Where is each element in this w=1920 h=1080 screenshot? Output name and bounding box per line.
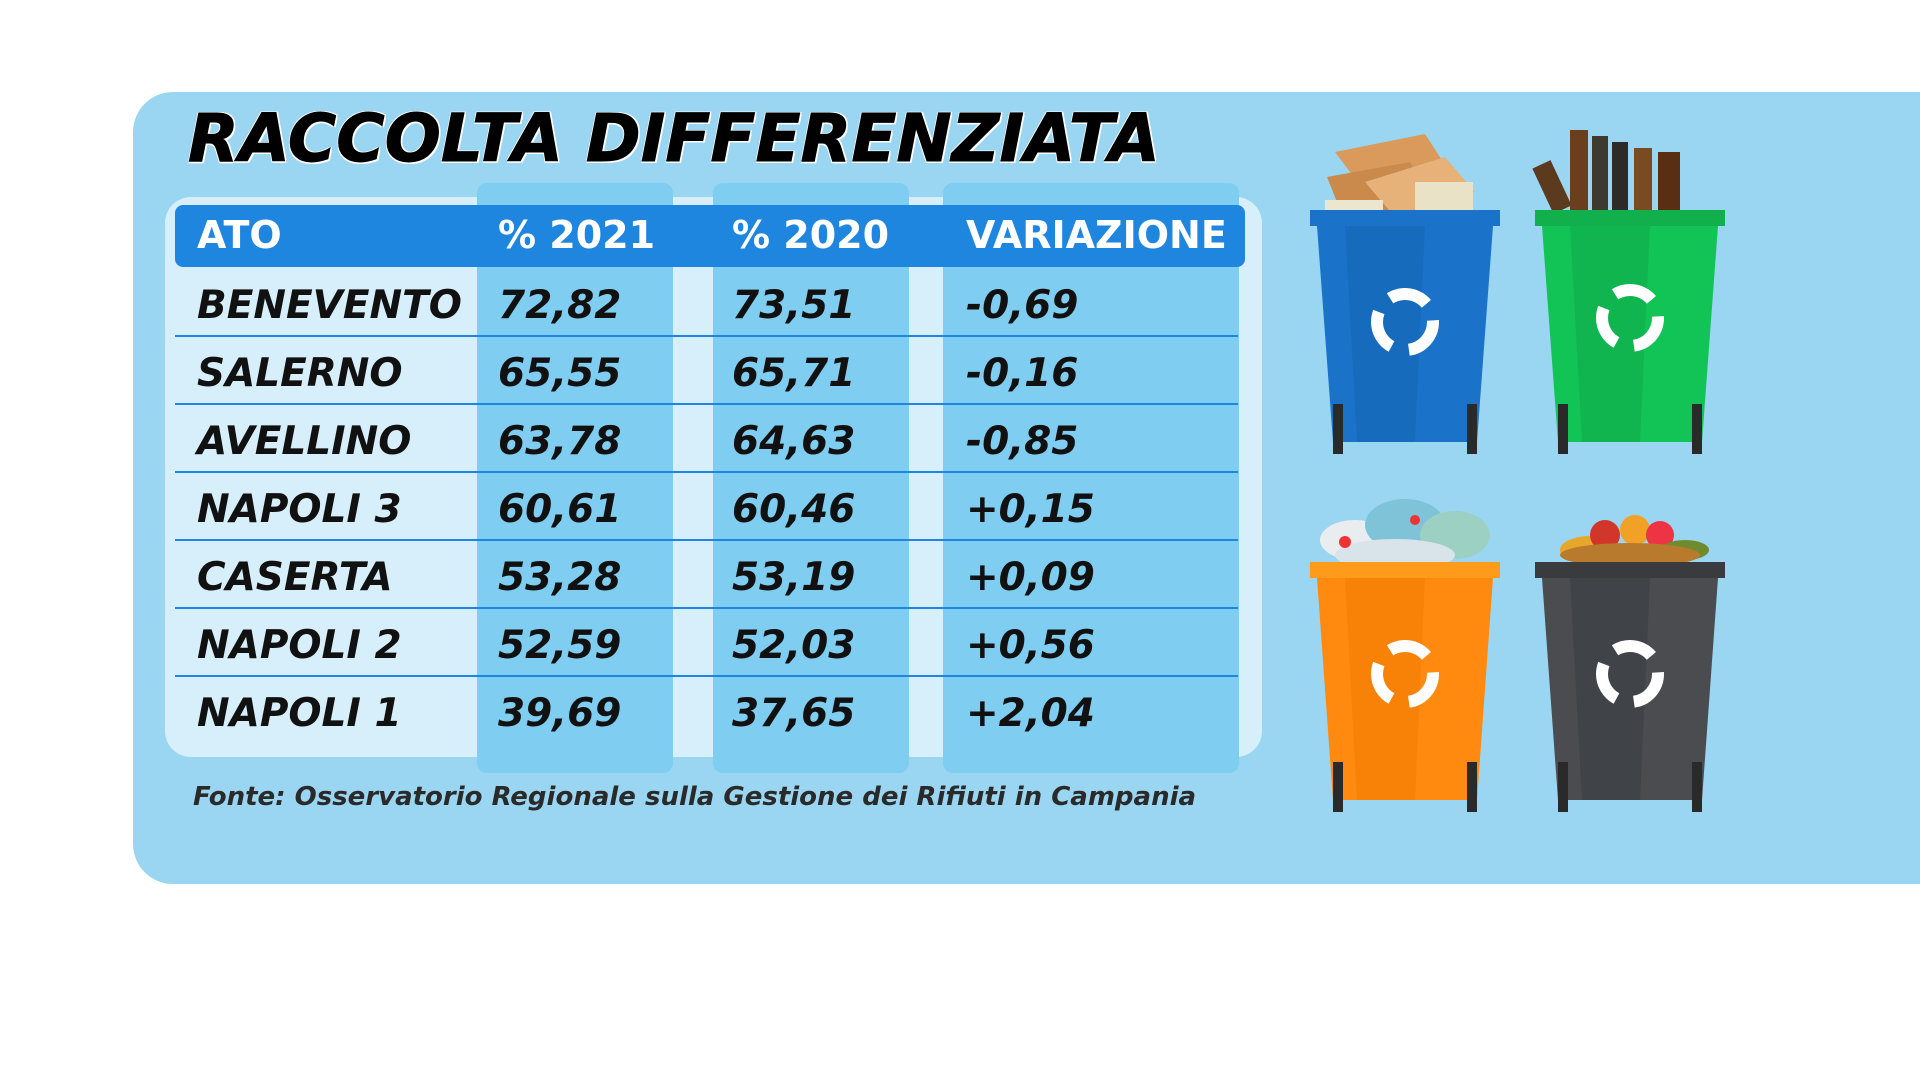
table-cell-pct-2020: 60,46: [732, 487, 856, 532]
table-cell-ato: CASERTA: [197, 555, 393, 600]
row-divider: [175, 403, 1238, 405]
table-cell-pct-2020: 64,63: [732, 419, 856, 464]
table-cell-pct-2020: 65,71: [732, 351, 856, 396]
table-cell-ato: AVELLINO: [197, 419, 412, 464]
row-divider: [175, 335, 1238, 337]
table-cell-pct-2020: 53,19: [732, 555, 856, 600]
row-divider: [175, 607, 1238, 609]
table-cell-variazione: -0,69: [966, 283, 1079, 328]
table-cell-ato: NAPOLI 3: [197, 487, 402, 532]
table-cell-ato: NAPOLI 1: [197, 691, 402, 736]
table-cell-pct-2021: 72,82: [498, 283, 622, 328]
table-cell-pct-2020: 52,03: [732, 623, 856, 668]
table-cell-pct-2021: 39,69: [498, 691, 622, 736]
table-cell-variazione: -0,16: [966, 351, 1079, 396]
table-cell-ato: BENEVENTO: [197, 283, 462, 328]
header-ato: ATO: [197, 213, 282, 257]
row-divider: [175, 471, 1238, 473]
recycle-bin-green-glass-icon: [1532, 130, 1725, 454]
header-2021: % 2021: [498, 213, 656, 257]
table-cell-variazione: +0,15: [966, 487, 1095, 532]
column-band-2020: [713, 183, 909, 773]
recycle-bin-orange-plastic-icon: [1310, 499, 1500, 812]
source-note: Fonte: Osservatorio Regionale sulla Gest…: [193, 782, 1197, 812]
chart-title: RACCOLTA DIFFERENZIATA: [188, 100, 1161, 178]
row-divider: [175, 675, 1238, 677]
header-variazione: VARIAZIONE: [966, 213, 1227, 257]
table-cell-pct-2021: 52,59: [498, 623, 622, 668]
column-band-variazione: [943, 183, 1239, 773]
table-cell-pct-2021: 60,61: [498, 487, 622, 532]
table-cell-pct-2020: 37,65: [732, 691, 856, 736]
column-band-2021: [477, 183, 673, 773]
table-cell-variazione: +0,56: [966, 623, 1095, 668]
table-cell-ato: SALERNO: [197, 351, 403, 396]
recycle-bin-blue-paper-icon: [1310, 134, 1500, 454]
table-cell-pct-2021: 63,78: [498, 419, 622, 464]
table-cell-variazione: +0,09: [966, 555, 1095, 600]
header-2020: % 2020: [732, 213, 890, 257]
table-cell-variazione: -0,85: [966, 419, 1079, 464]
table-cell-pct-2021: 65,55: [498, 351, 622, 396]
table-header-bar: [175, 205, 1245, 267]
table-cell-pct-2020: 73,51: [732, 283, 856, 328]
row-divider: [175, 539, 1238, 541]
recycle-bin-gray-organic-icon: [1535, 515, 1725, 812]
table-cell-variazione: +2,04: [966, 691, 1095, 736]
table-cell-ato: NAPOLI 2: [197, 623, 402, 668]
table-cell-pct-2021: 53,28: [498, 555, 622, 600]
